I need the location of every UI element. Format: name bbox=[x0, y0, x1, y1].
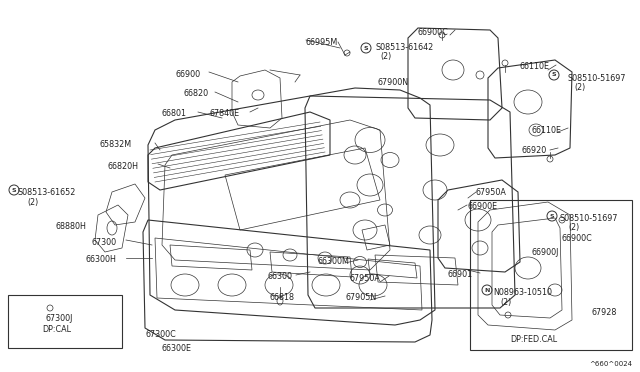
Text: 67928: 67928 bbox=[591, 308, 616, 317]
Text: N: N bbox=[484, 288, 490, 292]
Text: S: S bbox=[364, 45, 368, 51]
Text: 66995M: 66995M bbox=[306, 38, 339, 47]
Text: 67300: 67300 bbox=[91, 238, 116, 247]
Text: S: S bbox=[550, 214, 554, 218]
Text: S08510-51697: S08510-51697 bbox=[567, 74, 625, 83]
Text: S08513-61652: S08513-61652 bbox=[18, 188, 76, 197]
Text: (2): (2) bbox=[568, 223, 579, 232]
Text: 65832M: 65832M bbox=[100, 140, 132, 149]
Text: 66900C: 66900C bbox=[418, 28, 449, 37]
Text: (2): (2) bbox=[574, 83, 585, 92]
Text: 67300J: 67300J bbox=[45, 314, 72, 323]
Text: (2): (2) bbox=[380, 52, 391, 61]
Text: 66110E: 66110E bbox=[520, 62, 550, 71]
Text: 66820: 66820 bbox=[183, 89, 208, 98]
Text: 66900C: 66900C bbox=[562, 234, 593, 243]
Text: 66300H: 66300H bbox=[86, 255, 117, 264]
Text: DP:CAL: DP:CAL bbox=[42, 325, 71, 334]
Text: 66300M: 66300M bbox=[317, 257, 349, 266]
Text: 67900N: 67900N bbox=[378, 78, 409, 87]
Text: S08510-51697: S08510-51697 bbox=[560, 214, 618, 223]
Text: 67950A: 67950A bbox=[349, 274, 380, 283]
Text: 66900: 66900 bbox=[175, 70, 200, 79]
Text: 66110E: 66110E bbox=[532, 126, 562, 135]
Text: 66818: 66818 bbox=[270, 293, 295, 302]
Text: 67300C: 67300C bbox=[145, 330, 176, 339]
Text: 66300: 66300 bbox=[267, 272, 292, 281]
Text: 66920: 66920 bbox=[522, 146, 547, 155]
Text: 66300E: 66300E bbox=[162, 344, 192, 353]
Text: 67905N: 67905N bbox=[345, 293, 376, 302]
Text: ^660^0024: ^660^0024 bbox=[589, 361, 632, 367]
Text: 67840E: 67840E bbox=[210, 109, 240, 118]
Text: 66900E: 66900E bbox=[467, 202, 497, 211]
Text: 66900J: 66900J bbox=[531, 248, 558, 257]
Text: 67950A: 67950A bbox=[476, 188, 507, 197]
Text: (2): (2) bbox=[500, 298, 511, 307]
Text: 66901: 66901 bbox=[447, 270, 472, 279]
Text: 66820H: 66820H bbox=[107, 162, 138, 171]
Text: S: S bbox=[12, 187, 16, 192]
Text: (2): (2) bbox=[27, 198, 38, 207]
Text: S08513-61642: S08513-61642 bbox=[375, 43, 433, 52]
Text: 66801: 66801 bbox=[162, 109, 187, 118]
Text: N08963-10510: N08963-10510 bbox=[493, 288, 552, 297]
Text: DP:FED.CAL: DP:FED.CAL bbox=[510, 335, 557, 344]
Text: 68880H: 68880H bbox=[55, 222, 86, 231]
Text: S: S bbox=[552, 73, 556, 77]
